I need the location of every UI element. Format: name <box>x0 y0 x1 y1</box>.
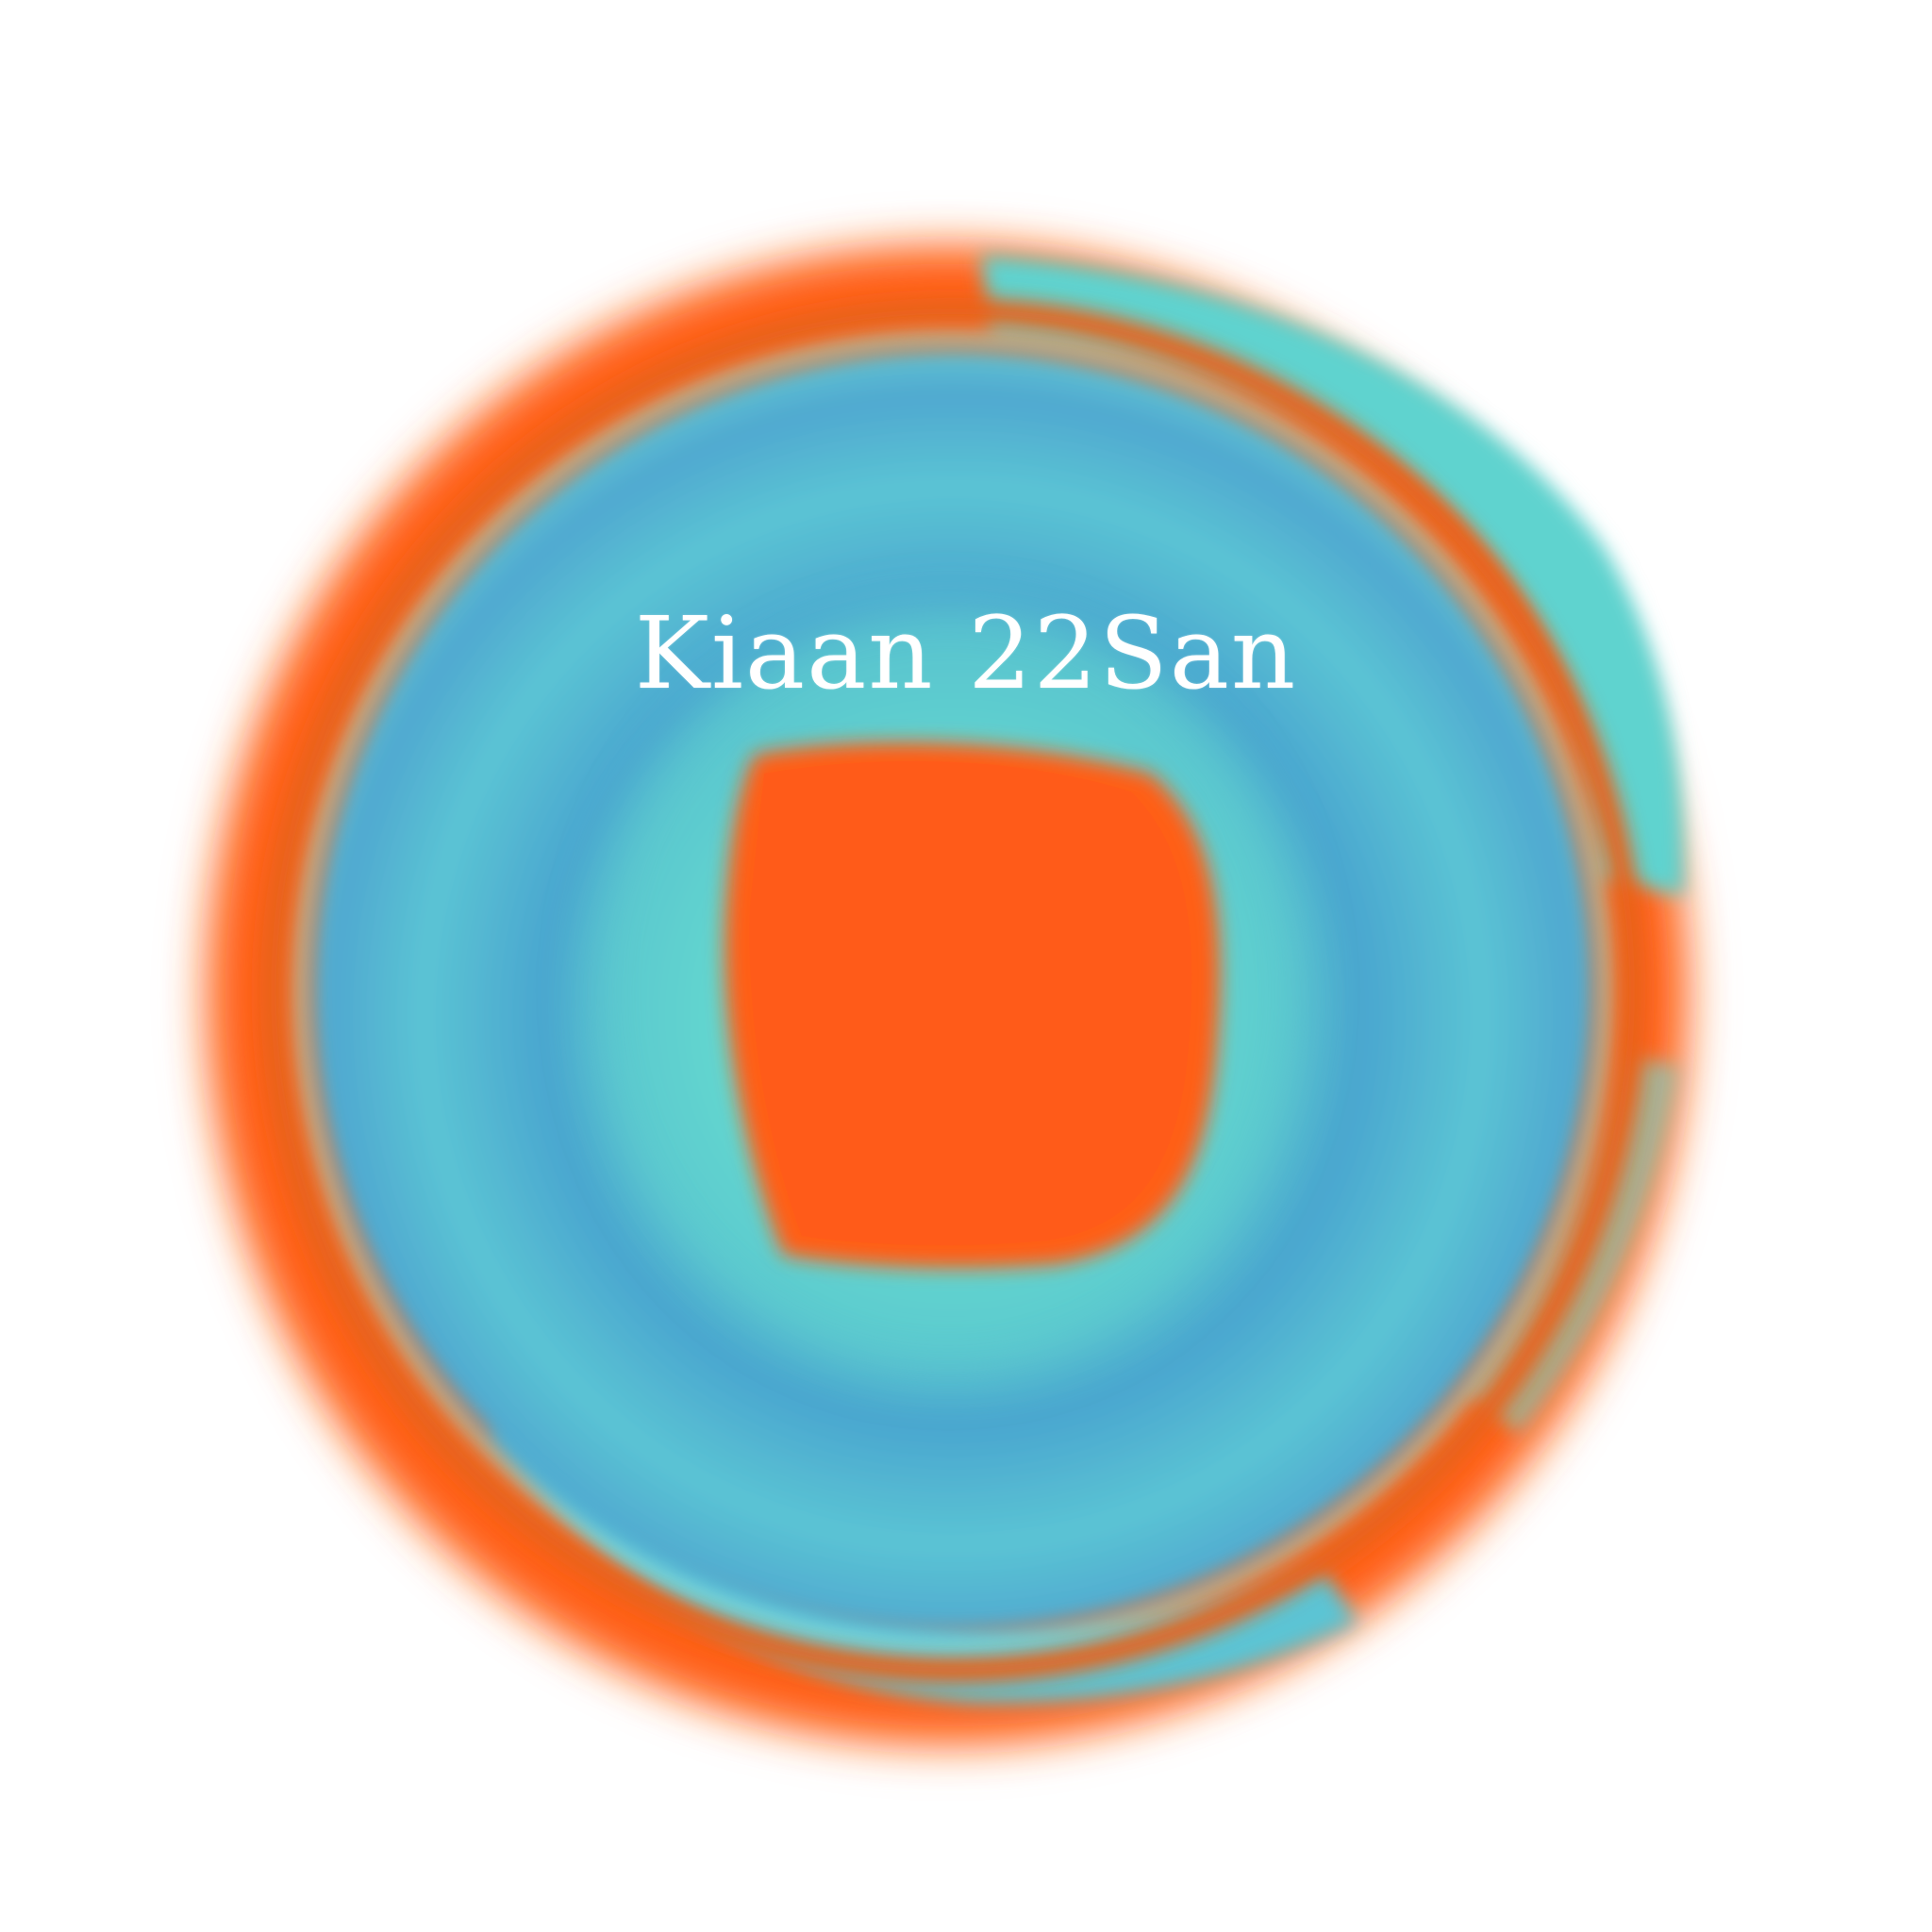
username-label: Kiaan 22San <box>0 604 1932 704</box>
